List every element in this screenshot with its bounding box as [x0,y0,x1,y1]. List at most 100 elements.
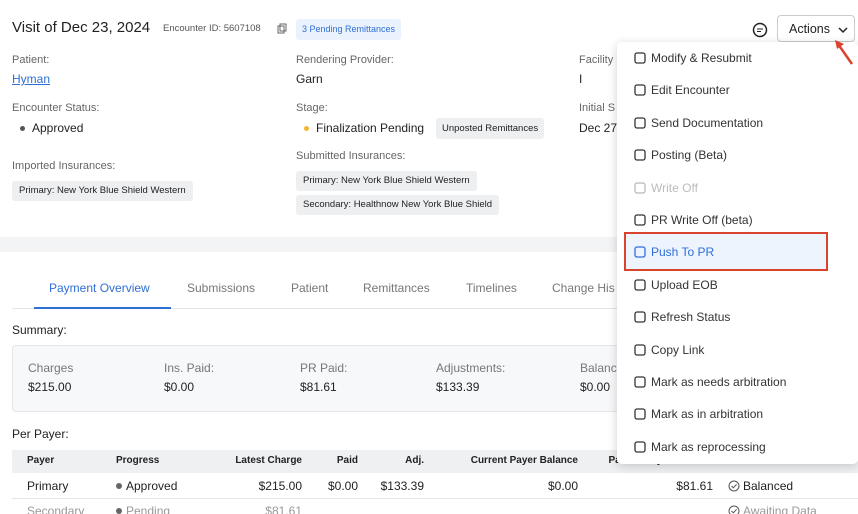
icon [634,181,646,194]
summary-label: PR Paid: [300,361,348,375]
section-title: Per Payer: [12,427,69,441]
icon [634,246,646,259]
icon [634,149,646,161]
table-cell: Approved [126,479,178,493]
icon [634,214,646,226]
status-dot [20,126,25,131]
icon [634,84,646,97]
menu-item[interactable]: Copy Link [651,342,705,357]
menu-highlight [624,232,828,272]
field-value: Dec 27 [579,121,618,135]
summary-value: $133.39 [436,380,480,394]
menu-item[interactable]: Posting (Beta) [651,148,728,163]
summary-value: $0.00 [580,380,611,394]
field-label: Initial S [579,102,616,114]
table-cell: Secondary [27,504,85,514]
table-cell: Pending [126,504,171,514]
icon [634,376,646,388]
icon [634,311,646,323]
tab-border [12,308,858,309]
insurance-chip: Primary: New York Blue Shield Western [12,181,193,201]
stage-badge: Unposted Remittances [436,118,545,139]
icon [634,117,646,129]
icon [728,480,740,492]
table-cell: Balanced [743,479,794,493]
tab[interactable]: Change His [552,281,615,295]
tab[interactable]: Timelines [466,281,517,295]
icon [634,408,646,421]
field-label: Imported Insurances: [12,160,116,172]
section-title: Summary: [12,323,67,337]
menu-item[interactable]: Modify & Resubmit [651,51,752,65]
menu-item[interactable]: Refresh Status [651,310,731,325]
icon [634,279,646,291]
column-header: Payer [27,455,55,466]
table-cell: $0.00 [327,479,358,493]
icon [277,23,287,34]
field-label: Stage: [296,102,328,114]
icon [728,505,740,514]
column-header: Paid [336,455,358,466]
field-value: I [579,72,583,86]
summary-value: $81.61 [300,380,337,394]
field-label: Facility [579,54,614,66]
table-cell: $0.00 [547,479,578,493]
insurance-chip: Primary: New York Blue Shield Western [296,171,477,191]
menu-item[interactable]: Push To PR [651,245,715,260]
icon [835,40,854,65]
summary-label: Adjustments: [436,361,506,375]
column-header: Adj. [405,455,424,466]
pending-badge[interactable]: 3 Pending Remittances [296,19,402,40]
menu-item[interactable]: Mark as in arbitration [651,407,764,422]
table-cell: $133.39 [380,479,424,493]
stage-dot [304,126,309,131]
tab-underline [34,307,171,309]
actions-button[interactable]: Actions [777,15,855,42]
icon [634,441,646,453]
icon [838,27,848,34]
insurance-chip: Secondary: Healthnow New York Blue Shiel… [296,195,500,215]
field-label: Encounter Status: [12,102,100,114]
column-header: Progress [116,455,160,466]
field-value[interactable]: Hyman [12,72,51,86]
title: Visit of Dec 23, 2024 [12,19,151,36]
table-cell: $81.61 [265,504,302,514]
summary-label: Ins. Paid: [164,361,215,375]
field-label: Patient: [12,54,50,66]
column-header: Current Payer Balance [470,455,578,466]
field-value: Finalization Pending [316,121,425,135]
summary-label: Charges [28,361,74,375]
tab[interactable]: Patient [291,281,329,295]
field-label: Submitted Insurances: [296,150,406,162]
tab[interactable]: Submissions [187,281,256,295]
menu-item[interactable]: Edit Encounter [651,83,730,98]
menu-item[interactable]: Mark as needs arbitration [651,375,787,389]
icon [752,22,768,38]
field-value: Garn [296,72,323,86]
summary-value: $215.00 [28,380,72,394]
summary-label: Balanc [580,361,617,375]
table-cell: Awaiting Data [743,504,817,514]
menu-item[interactable]: Send Documentation [651,115,764,130]
column-header: Latest Charge [235,455,302,466]
summary-value: $0.00 [164,380,195,394]
tab[interactable]: Payment Overview [49,281,150,295]
actions-menu: Modify & Resubmit Edit Encounter Send Docu… [617,42,858,464]
menu-item[interactable]: Mark as reprocessing [651,439,766,454]
tab[interactable]: Remittances [363,281,430,295]
table-cell: $215.00 [258,479,302,493]
icon [634,52,646,64]
encounter-id: Encounter ID: 5607108 [163,23,261,34]
status-dot [116,483,122,489]
field-label: Rendering Provider: [296,54,394,66]
menu-item[interactable]: PR Write Off (beta) [651,213,753,227]
menu-item: Write Off [651,180,698,195]
actions-label[interactable]: Actions [789,22,830,36]
icon [634,343,646,356]
field-value: Approved [32,121,84,135]
menu-item[interactable]: Upload EOB [651,277,718,292]
table-cell: $81.61 [676,479,713,493]
table-cell: Primary [27,479,69,493]
status-dot [116,508,122,514]
